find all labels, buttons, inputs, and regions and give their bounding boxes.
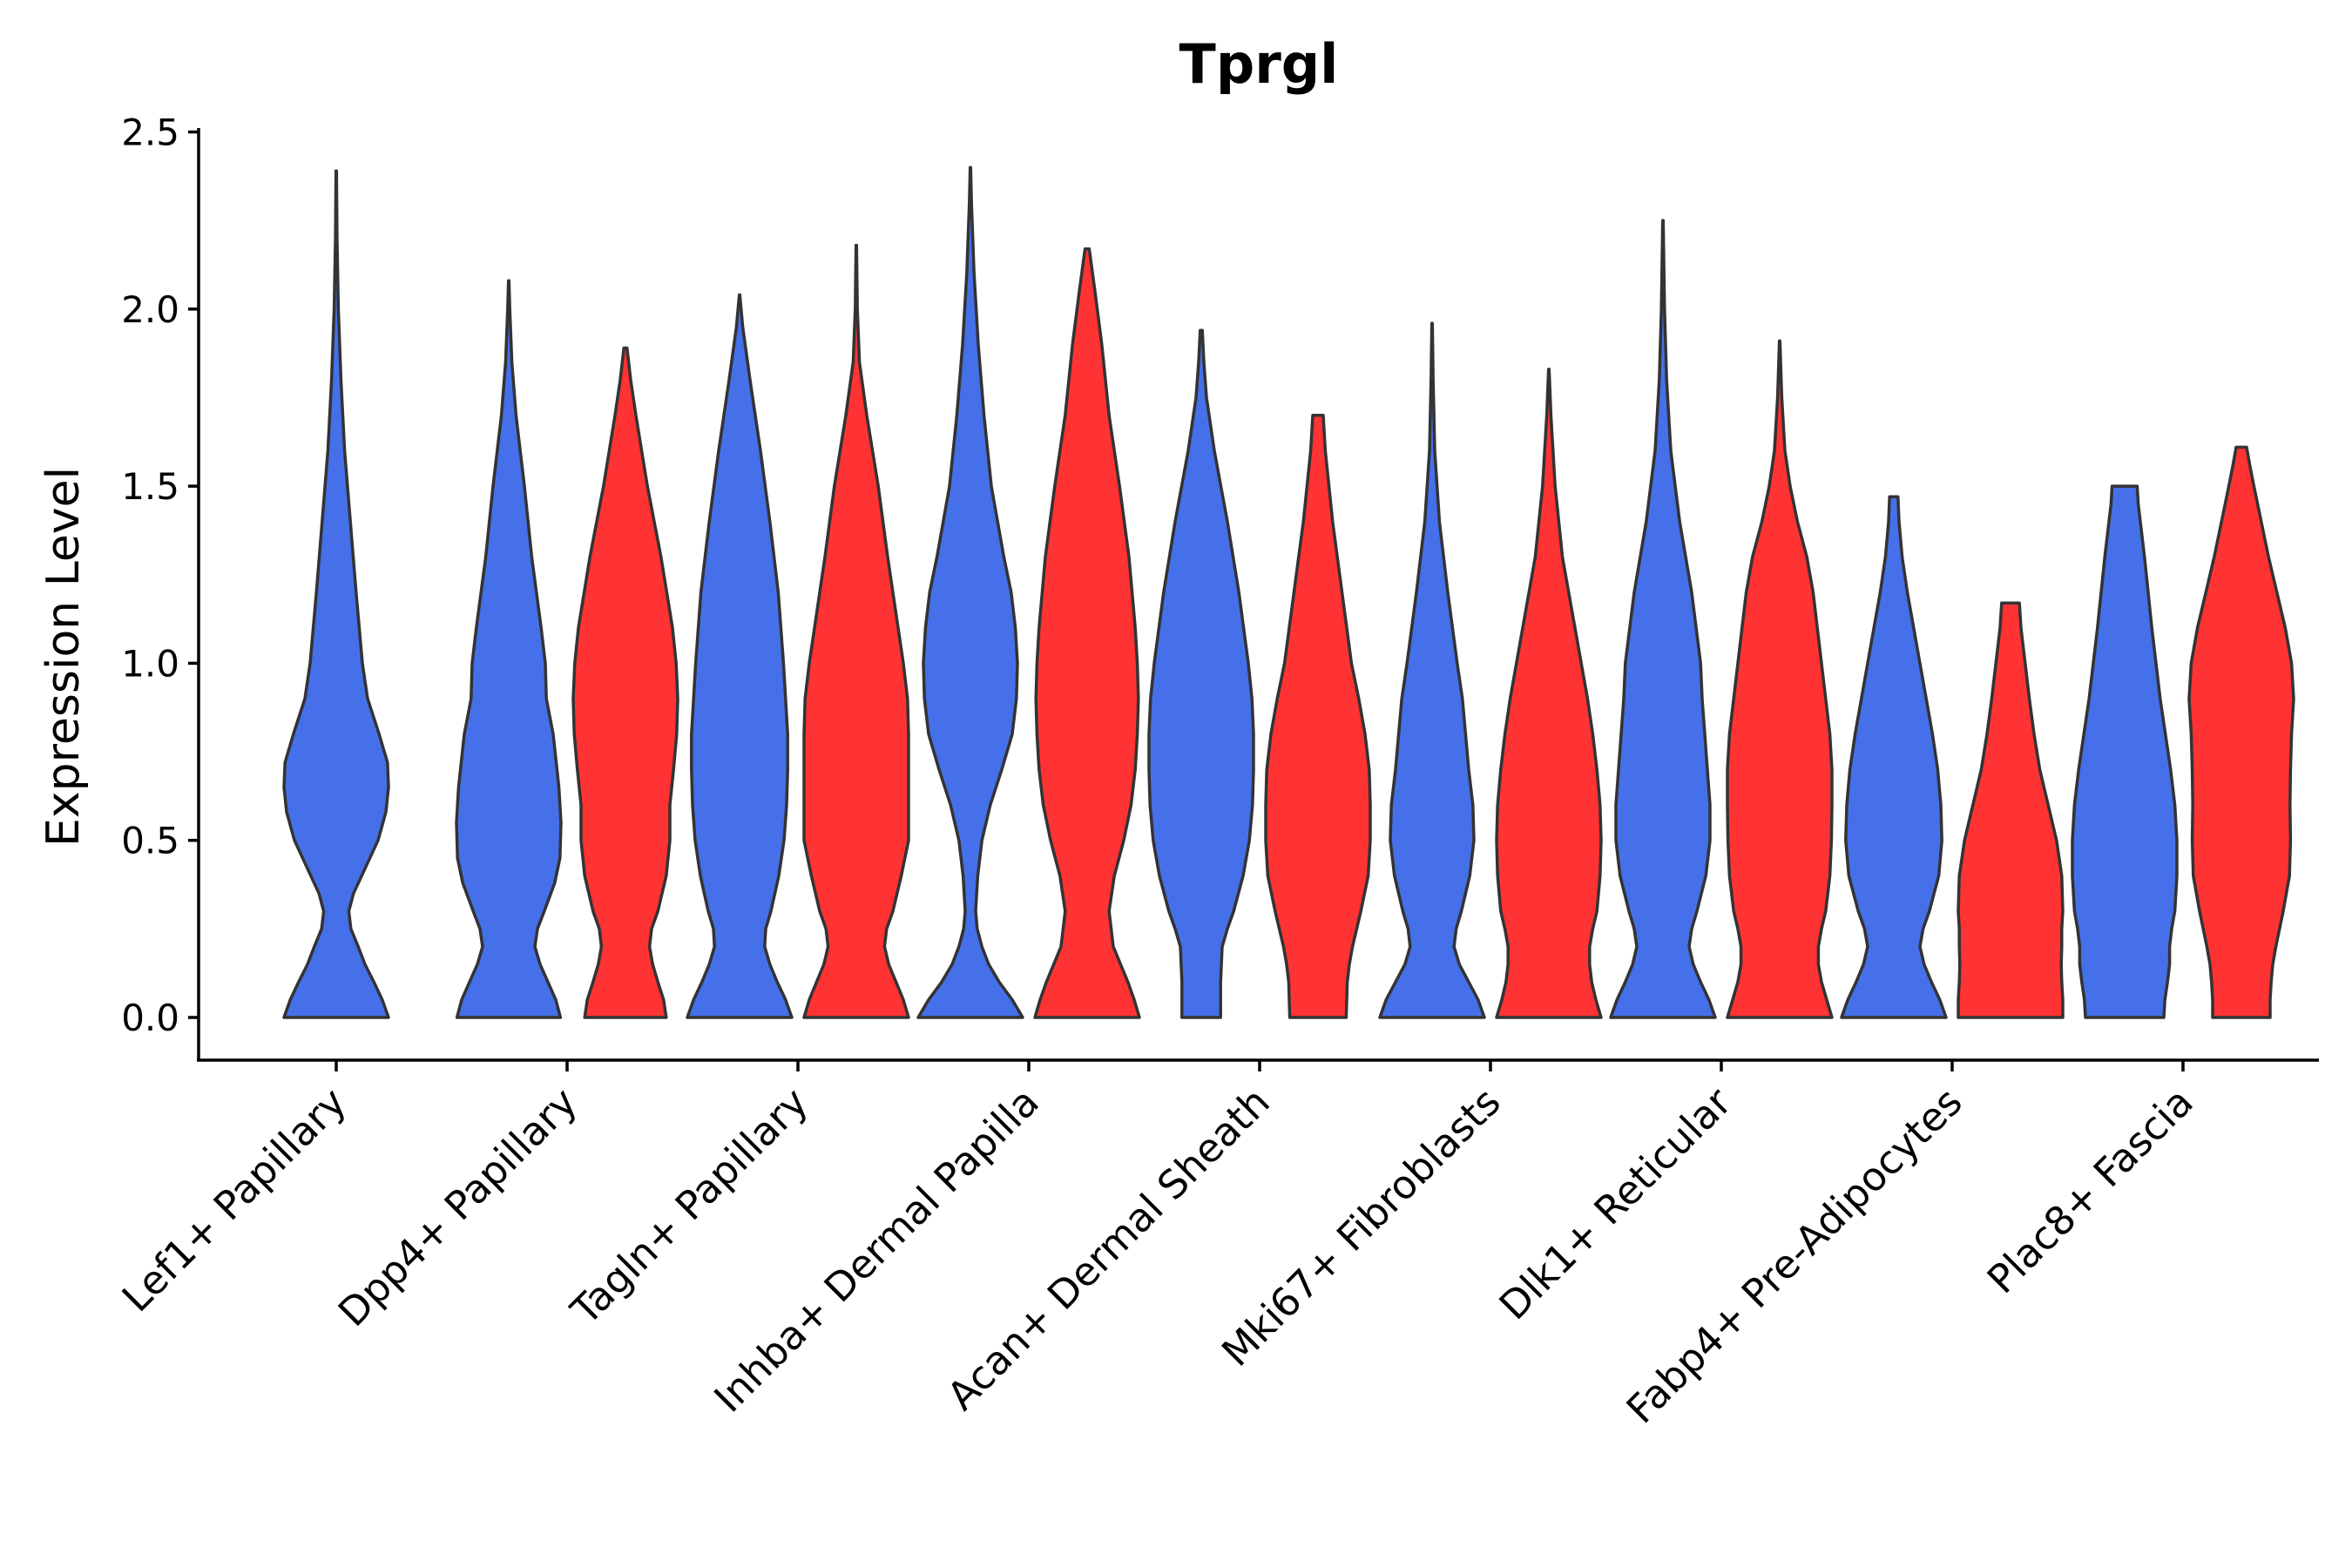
- y-tick-label: 2.0: [121, 288, 179, 331]
- violin-group-red: [571, 346, 679, 1019]
- violin-group-blue: [916, 166, 1024, 1019]
- violins-layer: [282, 166, 2295, 1019]
- x-tick-label: Lef1+ Papillary: [113, 1078, 355, 1321]
- violin-group-red: [1495, 368, 1603, 1019]
- violin-group-blue: [455, 279, 563, 1019]
- violin-group-red: [802, 243, 910, 1019]
- violin-group-red: [2187, 445, 2295, 1019]
- x-tick-label: Dlk1+ Reticular: [1490, 1078, 1740, 1328]
- x-tick-label: Plac8+ Fascia: [1978, 1078, 2202, 1302]
- violin-group-red: [1957, 601, 2065, 1019]
- violin-group-blue: [282, 169, 390, 1019]
- y-tick-label: 0.0: [121, 997, 179, 1039]
- x-tick-label: Dpp4+ Papillary: [329, 1078, 586, 1335]
- y-axis-ticks: 0.0 0.5 1.0 1.5 2.0 2.5: [121, 112, 199, 1039]
- y-axis-label: Expression Level: [37, 467, 90, 847]
- violin-group-blue: [1609, 219, 1717, 1019]
- violin-group-blue: [1378, 321, 1486, 1019]
- violin-group-red: [1264, 414, 1372, 1019]
- violin-group-blue: [2071, 484, 2179, 1019]
- violin-group-blue: [1840, 495, 1948, 1019]
- x-tick-label: Tagln+ Papillary: [562, 1078, 817, 1334]
- y-tick-label: 0.5: [121, 820, 179, 862]
- y-tick-label: 1.5: [121, 465, 179, 508]
- violin-group-blue: [686, 293, 794, 1019]
- chart-title: Tprgl: [1179, 32, 1339, 96]
- y-tick-label: 2.5: [121, 112, 179, 154]
- violin-group-red: [1033, 247, 1141, 1019]
- violin-group-red: [1726, 339, 1834, 1019]
- violin-group-blue: [1147, 328, 1255, 1019]
- y-tick-label: 1.0: [121, 642, 179, 685]
